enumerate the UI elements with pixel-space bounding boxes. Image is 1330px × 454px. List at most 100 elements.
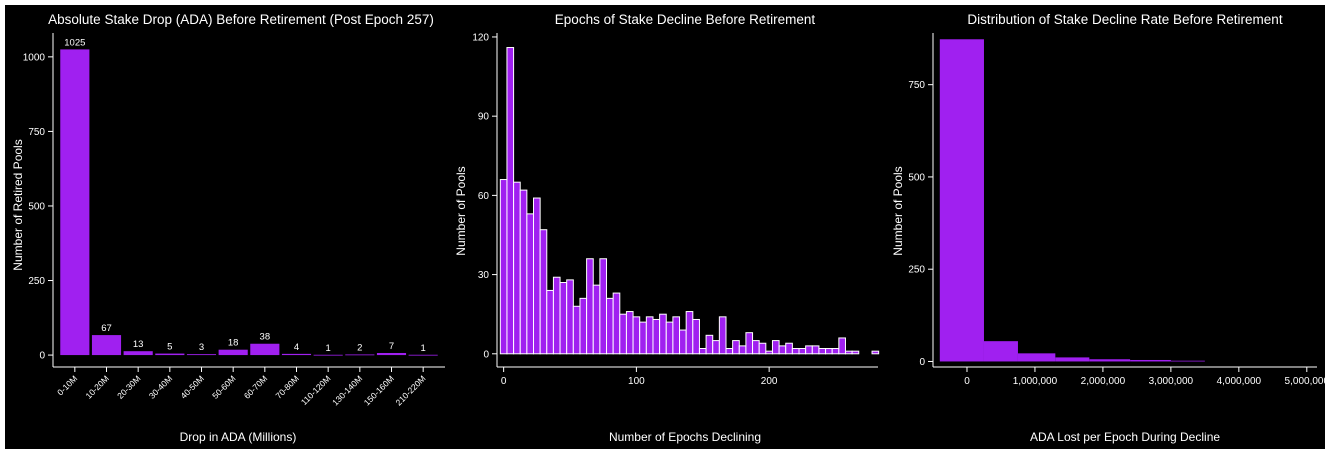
panel2-title: Epochs of Stake Decline Before Retiremen… (555, 12, 816, 27)
panel2-bar (818, 348, 827, 355)
panel1-x-tick-label: 10-20M (83, 373, 110, 400)
panel1-data-label: 18 (228, 338, 239, 349)
panel1-y-tick-label: 0 (39, 351, 45, 362)
panel2-bar (758, 342, 767, 355)
panel2-y-tick-label: 60 (478, 191, 490, 202)
panel2-x-tick-label: 100 (628, 376, 645, 387)
panel2-bar (526, 213, 535, 355)
panel2-x-tick-label: 0 (501, 376, 507, 387)
panel3-bar (1130, 359, 1171, 362)
panel3-y-tick-label: 0 (919, 357, 925, 368)
panel2-bar (718, 316, 727, 355)
panel1-x-tick-label: 30-40M (147, 373, 174, 400)
panel2-bar (552, 276, 561, 355)
panel1-bar (155, 353, 185, 356)
panel1-data-label: 2 (357, 342, 362, 353)
panel1-data-label: 1 (421, 343, 426, 354)
panel1-x-tick-label: 60-70M (242, 373, 269, 400)
panel2-bar (619, 313, 627, 355)
panel-absolute-stake-drop: Absolute Stake Drop (ADA) Before Retirem… (11, 12, 445, 444)
panel1-data-label: 1025 (64, 37, 85, 48)
chart-frame: Absolute Stake Drop (ADA) Before Retirem… (5, 5, 1325, 449)
panel1-bar (345, 354, 375, 356)
panel2-bar (771, 340, 780, 355)
panel2-bar (685, 311, 694, 355)
panel1-bar (91, 335, 122, 356)
panel2-bar (672, 316, 681, 355)
panel2-bar (546, 289, 554, 355)
panel2-bar (811, 345, 820, 355)
panel1-x-tick-label: 0-10M (55, 373, 79, 397)
panel2-bar (579, 297, 588, 355)
panel3-x-tick-label: 1,000,000 (1013, 376, 1058, 387)
panel1-data-label: 3 (199, 342, 204, 353)
panel1-y-tick-label: 500 (28, 201, 45, 212)
panel2-y-tick-label: 0 (483, 349, 489, 360)
panel2-bar (513, 181, 521, 355)
panel2-bar (539, 229, 548, 355)
panel3-bar (983, 341, 1018, 362)
panel2-bar (738, 345, 747, 355)
panel2-bar (612, 292, 621, 355)
panel3-x-axis-label: ADA Lost per Epoch During Decline (1030, 430, 1220, 444)
panel2-y-tick-label: 30 (478, 270, 490, 281)
panel2-bar (639, 321, 647, 355)
panel1-x-tick-label: 130-140M (330, 373, 364, 407)
panel1-y-tick-label: 250 (28, 276, 45, 287)
panel2-bar (725, 348, 734, 355)
panel2-bar (566, 279, 574, 355)
panel3-bar (939, 39, 984, 362)
chart-figure: Absolute Stake Drop (ADA) Before Retirem… (11, 12, 1325, 444)
panel1-data-label: 7 (389, 341, 394, 352)
panel3-x-tick-label: 4,000,000 (1217, 376, 1262, 387)
panel2-bar (805, 345, 813, 355)
panel1-x-axis-label: Drop in ADA (Millions) (180, 430, 297, 444)
panel2-bar (559, 282, 568, 355)
panel3-title: Distribution of Stake Decline Rate Befor… (967, 12, 1282, 27)
panel2-bar (831, 348, 840, 355)
panel1-bar (218, 349, 248, 356)
panel-epochs-of-decline: Epochs of Stake Decline Before Retiremen… (454, 12, 880, 444)
panel2-bar (652, 318, 661, 355)
panel2-y-tick-label: 120 (472, 32, 489, 43)
panel3-y-tick-label: 750 (908, 80, 925, 91)
panel2-bar (533, 197, 541, 355)
panel1-title: Absolute Stake Drop (ADA) Before Retirem… (48, 12, 434, 27)
panel2-bar (692, 318, 700, 355)
panel1-bar (376, 352, 407, 356)
panel2-bar (606, 297, 614, 355)
panel2-bar (765, 350, 773, 355)
panel1-data-label: 4 (294, 342, 299, 353)
panel2-bar (665, 321, 674, 355)
panel2-bar (778, 345, 787, 355)
panel1-bar (60, 49, 90, 356)
panel2-bar (871, 350, 880, 355)
panel1-data-label: 13 (133, 339, 144, 350)
panel2-bar (632, 316, 641, 355)
panel2-bar (712, 340, 720, 355)
panel3-bar (1170, 360, 1205, 362)
panel2-x-tick-label: 200 (761, 376, 778, 387)
panel2-bar (572, 305, 581, 355)
panel1-y-tick-label: 750 (28, 127, 45, 138)
panel1-x-tick-label: 150-160M (362, 373, 396, 407)
panel3-bar (1055, 357, 1090, 362)
panel2-bar (785, 342, 793, 355)
panel1-data-label: 38 (260, 332, 271, 343)
panel1-x-tick-label: 110-120M (299, 373, 333, 407)
panel3-x-tick-label: 0 (964, 376, 970, 387)
panel2-bar (592, 284, 601, 355)
panel2-bar (499, 179, 508, 355)
panel1-bar (186, 354, 217, 356)
panel3-bar (1017, 353, 1056, 362)
panel1-y-tick-label: 1000 (23, 52, 46, 63)
panel1-bar (313, 354, 343, 356)
panel2-bar (732, 340, 740, 355)
panel2-bar (844, 350, 853, 355)
panel-decline-rate: Distribution of Stake Decline Rate Befor… (891, 12, 1325, 444)
panel3-x-tick-label: 5,000,000 (1285, 376, 1325, 387)
panel2-y-axis-label: Number of Pools (454, 166, 468, 255)
panel3-bar (1089, 359, 1131, 362)
panel2-bar (791, 348, 800, 355)
panel1-data-label: 67 (101, 323, 112, 334)
